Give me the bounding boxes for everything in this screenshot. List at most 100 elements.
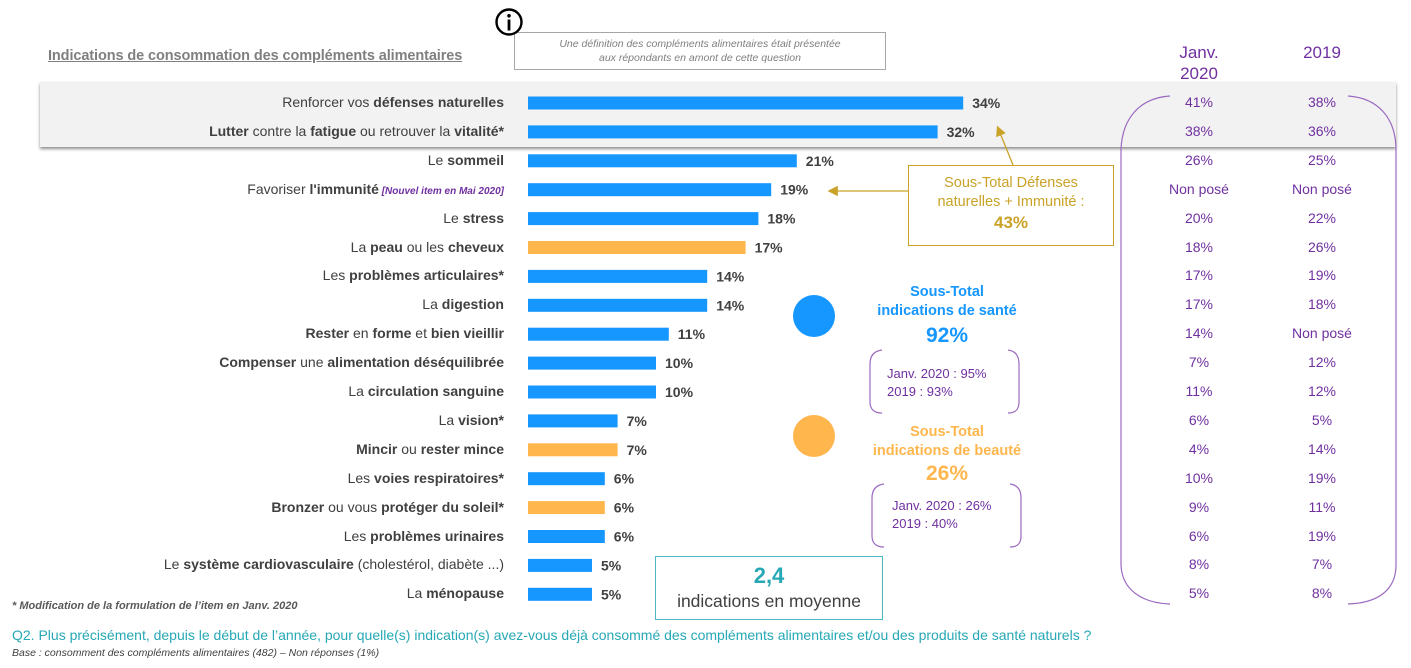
bar-sante bbox=[528, 356, 656, 370]
category-label-part: La bbox=[422, 296, 442, 313]
sante-comparison-2019: 2019 : 93% bbox=[887, 384, 953, 399]
category-label: Le stress bbox=[443, 210, 504, 226]
comparison-cell-y2019: 26% bbox=[1307, 238, 1337, 255]
comparison-cell-janv2020: 6% bbox=[1188, 527, 1210, 544]
category-label: La peau ou les cheveux bbox=[351, 239, 504, 255]
category-label-part: alimentation déséquilibrée bbox=[327, 354, 504, 371]
beaute-subtotal-value: 26% bbox=[925, 462, 969, 485]
comparison-cell-janv2020: 41% bbox=[1184, 94, 1214, 110]
category-label: Le système cardiovasculaire (cholestérol… bbox=[164, 556, 504, 572]
category-label-part: contre la bbox=[248, 122, 311, 139]
comparison-cell-y2019: 12% bbox=[1307, 383, 1337, 399]
category-label-part: et bbox=[411, 325, 431, 342]
comparison-cell-janv2020: 9% bbox=[1188, 498, 1210, 515]
bar-sante bbox=[528, 558, 592, 572]
category-label-part: La bbox=[438, 411, 459, 428]
bar-value-label: 11% bbox=[678, 326, 706, 342]
bar-sante bbox=[528, 530, 605, 543]
bar-value-label: 6% bbox=[614, 500, 635, 516]
bar-value-label: 6% bbox=[614, 471, 635, 487]
comparison-cell-y2019: 36% bbox=[1307, 122, 1337, 139]
bar-value-label: 14% bbox=[716, 297, 745, 313]
category-label-part: Bronzer bbox=[271, 498, 325, 515]
comparison-cell-y2019: 7% bbox=[1311, 556, 1333, 573]
sante-bracket-right bbox=[1007, 349, 1020, 414]
category-label: La circulation sanguine bbox=[348, 383, 504, 399]
comparison-cell-janv2020: 6% bbox=[1188, 411, 1210, 428]
category-label: Rester en forme et bien vieillir bbox=[306, 325, 504, 341]
category-label-part: Les bbox=[343, 527, 371, 544]
beaute-comparison-janv2020: Janv. 2020 : 26% bbox=[892, 498, 992, 513]
category-label-part: l'immunité bbox=[309, 180, 379, 197]
bar-sante bbox=[528, 298, 708, 312]
category-label: Lutter contre la fatigue ou retrouver la… bbox=[209, 123, 504, 139]
average-label: indications en moyenne bbox=[677, 591, 861, 611]
bar-value-label: 32% bbox=[947, 124, 976, 140]
definition-note-line2: aux répondants en amont de cette questio… bbox=[599, 52, 801, 64]
category-label: Renforcer vos défenses naturelles bbox=[282, 94, 504, 110]
comparison-cell-janv2020: 20% bbox=[1184, 209, 1214, 226]
bar-value-label: 5% bbox=[601, 586, 622, 602]
category-label-part: défenses naturelles bbox=[373, 94, 504, 110]
bar-value-label: 18% bbox=[767, 211, 796, 227]
category-label-part: système cardiovasculaire bbox=[183, 556, 354, 573]
arrow-to-defenses bbox=[996, 125, 1014, 166]
category-label-part: (cholestérol, diabète ...) bbox=[353, 556, 504, 573]
comparison-cell-y2019: 12% bbox=[1307, 354, 1337, 371]
beaute-subtotal-title2: indications de beauté bbox=[872, 443, 1022, 459]
bar-beaute bbox=[528, 241, 746, 254]
category-label-part: Le bbox=[163, 556, 184, 573]
comparison-cell-y2019: 18% bbox=[1307, 296, 1337, 313]
bar-sante bbox=[528, 269, 708, 283]
category-label-part: fatigue bbox=[310, 122, 357, 139]
comparison-cell-janv2020: 11% bbox=[1185, 383, 1213, 399]
category-label-part: sommeil bbox=[447, 151, 504, 168]
comparison-cell-janv2020: 5% bbox=[1188, 585, 1210, 602]
defense-subtotal-line2: naturelles + Immunité : bbox=[937, 194, 1085, 210]
comparison-cell-janv2020: 4% bbox=[1188, 440, 1210, 457]
category-label: Compenser une alimentation déséquilibrée bbox=[219, 354, 504, 370]
sante-subtotal: Sous-Total indications de santé 92% bbox=[852, 283, 1042, 348]
column-header-janv2020-line2: 2020 bbox=[1180, 64, 1218, 83]
category-label-part: Compenser bbox=[219, 354, 297, 371]
category-label-part: forme bbox=[372, 325, 412, 342]
category-label-part: du soleil* bbox=[441, 498, 504, 515]
average-box: 2,4 indications en moyenne bbox=[655, 556, 883, 620]
beaute-legend-dot bbox=[793, 415, 835, 457]
category-label-part: Lutter bbox=[209, 122, 249, 139]
bar-sante bbox=[528, 414, 618, 428]
category-label-part: Le bbox=[427, 151, 448, 168]
bar-value-label: 6% bbox=[614, 529, 635, 545]
bar-beaute bbox=[528, 501, 605, 515]
beaute-comparison-2019: 2019 : 40% bbox=[892, 516, 958, 531]
bar-sante bbox=[528, 587, 592, 601]
category-label: La digestion bbox=[422, 296, 504, 312]
category-label: Bronzer ou vous protéger du soleil* bbox=[271, 499, 504, 515]
sante-subtotal-title1: Sous-Total bbox=[910, 284, 984, 300]
comparison-cell-janv2020: 18% bbox=[1184, 238, 1214, 255]
bar-sante bbox=[528, 96, 964, 110]
comparison-cell-janv2020: 8% bbox=[1188, 556, 1210, 573]
comparison-cell-y2019: 5% bbox=[1311, 411, 1333, 428]
category-label: Favoriser l'immunité [Nouvel item en Mai… bbox=[247, 181, 504, 197]
bar-value-label: 10% bbox=[665, 355, 694, 371]
category-label-part: Rester bbox=[305, 325, 350, 342]
beaute-subtotal-title1: Sous-Total bbox=[910, 424, 984, 440]
comparison-cell-janv2020: 10% bbox=[1184, 469, 1214, 486]
category-label-part: voies respiratoires* bbox=[374, 469, 504, 486]
column-header-janv2020: Janv. 2020 bbox=[1154, 42, 1244, 84]
comparison-cell-y2019: 11% bbox=[1308, 498, 1336, 515]
comparison-cell-janv2020: 17% bbox=[1184, 267, 1214, 284]
category-label-part: La bbox=[350, 238, 371, 255]
bar-value-label: 21% bbox=[806, 153, 835, 169]
sante-legend-dot bbox=[793, 295, 835, 337]
category-label: La vision* bbox=[439, 412, 504, 428]
category-label-part: Mincir bbox=[356, 440, 398, 457]
comparison-cell-y2019: 22% bbox=[1307, 209, 1337, 226]
comparison-bracket-right bbox=[1347, 95, 1397, 605]
defense-subtotal-box: Sous-Total Défenses naturelles + Immunit… bbox=[908, 165, 1114, 246]
bar-sante bbox=[528, 212, 759, 226]
category-label-part: Le bbox=[443, 209, 463, 226]
comparison-bracket-left bbox=[1120, 95, 1171, 605]
category-label-part: en bbox=[349, 325, 373, 342]
